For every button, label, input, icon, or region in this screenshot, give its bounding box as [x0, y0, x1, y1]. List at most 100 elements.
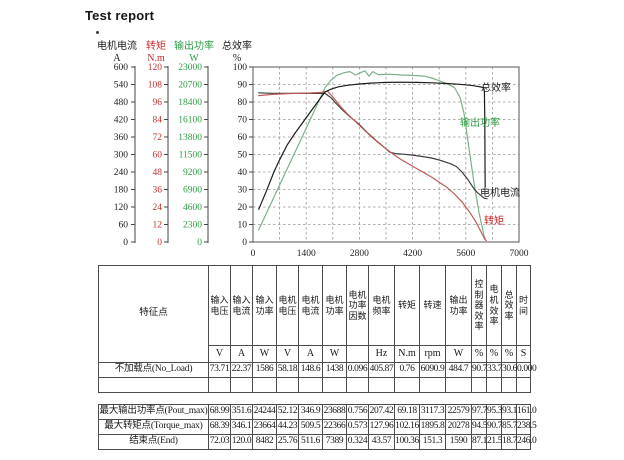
axis-tick-label: 24: [153, 203, 163, 213]
table-cell: 87.1: [471, 434, 487, 450]
table-cell: 1590: [445, 434, 472, 450]
curve-label: 转矩: [484, 214, 504, 227]
table-cell: 24244: [252, 404, 277, 420]
table-cell: 100.36: [394, 434, 420, 450]
axis-tick-label: 0: [157, 238, 162, 248]
column-unit: W: [322, 345, 347, 363]
table-cell: 23664: [252, 419, 277, 435]
table-cell: 93.1: [501, 404, 517, 420]
table-cell: 97.7: [471, 404, 487, 420]
table-cell: [445, 377, 472, 393]
axis-tick-label: 20: [238, 203, 248, 213]
column-unit: V: [276, 345, 299, 363]
axis-tick-label: 23000: [178, 63, 202, 73]
axis-tick-label: 96: [153, 98, 163, 108]
table-cell: 68.39: [208, 419, 231, 435]
table-cell: 346.9: [298, 404, 323, 420]
table-cell: 484.7: [445, 362, 472, 378]
column-unit: A: [298, 345, 323, 363]
axis-tick-label: 50: [238, 151, 248, 161]
axis-tick-label: 30: [238, 186, 248, 196]
column-unit: Hz: [368, 345, 395, 363]
axis-tick-label: 100: [233, 63, 248, 73]
table-cell: [346, 377, 369, 393]
table-cell: 1438: [322, 362, 347, 378]
axis-tick-label: 84: [153, 116, 163, 126]
table-cell: [252, 377, 277, 393]
axis-tick-label: 40: [238, 168, 248, 178]
table-cell: 44.23: [276, 419, 299, 435]
table-cell: 351.6: [230, 404, 253, 420]
table-row: [98, 377, 531, 393]
axis-tick-label: 300: [114, 151, 129, 161]
table-cell: 6090.9: [419, 362, 446, 378]
axis-tick-label: 540: [114, 81, 129, 91]
table-cell: [516, 377, 531, 393]
axis-tick-label: 600: [114, 63, 129, 73]
column-unit: V: [208, 345, 231, 363]
table-cell: [322, 377, 347, 393]
table-cell: 405.87: [368, 362, 395, 378]
table-row: 最大转矩点(Torque_max) 68.39 346.1 23664 44.23 509…: [98, 419, 537, 435]
axis-tick-label: 9200: [183, 168, 202, 178]
column-header: 输出 功率: [445, 265, 472, 346]
axis-tick-label: 48: [153, 168, 163, 178]
table-cell: 3117.3: [419, 404, 446, 420]
motor-test-chart: 电机电流A600540480420360300240180120600转矩N.m…: [97, 39, 529, 259]
column-header: 转矩: [394, 265, 420, 346]
column-header: 电机 电压: [276, 265, 299, 346]
x-tick-label: 7000: [510, 249, 529, 259]
table-cell: [368, 377, 395, 393]
table-cell: 0.756: [346, 404, 369, 420]
axis-tick-label: 0: [123, 238, 128, 248]
table-cell: 22366: [322, 419, 347, 435]
table-cell: 246.0: [516, 434, 537, 450]
axis-tick-label: 18400: [178, 98, 202, 108]
feature-table-main: 特征点 输入 电压 输入 电流 输入 功率 电机 电压 电机 电流 电机 功率 电机 功率 因…: [98, 265, 537, 393]
x-tick-label: 0: [251, 249, 256, 259]
table-header-row: 特征点 输入 电压 输入 电流 输入 功率 电机 电压 电机 电流 电机 功率 电机 功率 因…: [98, 265, 531, 363]
series-output-power: [258, 70, 486, 239]
page-title: Test report: [85, 8, 155, 23]
axis-tick-label: 120: [148, 63, 163, 73]
axis-tick-label: 16100: [178, 116, 202, 126]
table-cell: 207.42: [368, 404, 395, 420]
column-header: 时间: [516, 265, 531, 346]
table-row: 不加载点(No_Load) 73.71 22.37 1586 58.18 148.6 143…: [98, 362, 537, 378]
axis-tick-label: 90: [238, 81, 248, 91]
table-cell: 511.6: [298, 434, 323, 450]
table-cell: 1586: [252, 362, 277, 378]
axis-tick-label: 0: [242, 238, 247, 248]
column-unit: N.m: [394, 345, 420, 363]
row-label: 最大转矩点(Torque_max): [98, 419, 209, 435]
x-tick-label: 5600: [456, 249, 475, 259]
axis-tick-label: 60: [119, 221, 129, 231]
column-header: 控 制 器 效 率: [471, 265, 487, 346]
table-cell: [298, 377, 323, 393]
table-cell: 161.0: [516, 404, 537, 420]
table-cell: 127.96: [368, 419, 395, 435]
feature-table-extrema: 最大输出功率点(Pout_max) 68.99 351.6 24244 52.12 346…: [98, 404, 537, 450]
table-cell: 0.76: [394, 362, 420, 378]
column-unit: %: [486, 345, 502, 363]
table-cell: 33.7: [486, 362, 502, 378]
axis-title: 电机电流: [97, 39, 137, 52]
table-units-row: V A W V A W Hz N.m rpm W%%% S: [99, 345, 531, 363]
table-cell: 1895.8: [419, 419, 446, 435]
table-cell: 238.5: [516, 419, 537, 435]
table-cell: 7389: [322, 434, 347, 450]
curve-label: 电机电流: [480, 186, 520, 199]
column-unit: %: [501, 345, 517, 363]
axis-title: 总效率: [222, 39, 252, 52]
axis-tick-label: 6900: [183, 186, 202, 196]
table-cell: 30.6: [501, 362, 517, 378]
column-unit: W: [252, 345, 277, 363]
row-label: 不加载点(No_Load): [98, 362, 209, 378]
axis-tick-label: 4600: [183, 203, 202, 213]
table-cell: 148.6: [298, 362, 323, 378]
table-cell: 120.0: [230, 434, 253, 450]
series-total-efficiency: [258, 81, 486, 210]
column-unit: %: [471, 345, 487, 363]
column-header: 输入 电压: [208, 265, 231, 346]
table-cell: 69.18: [394, 404, 420, 420]
